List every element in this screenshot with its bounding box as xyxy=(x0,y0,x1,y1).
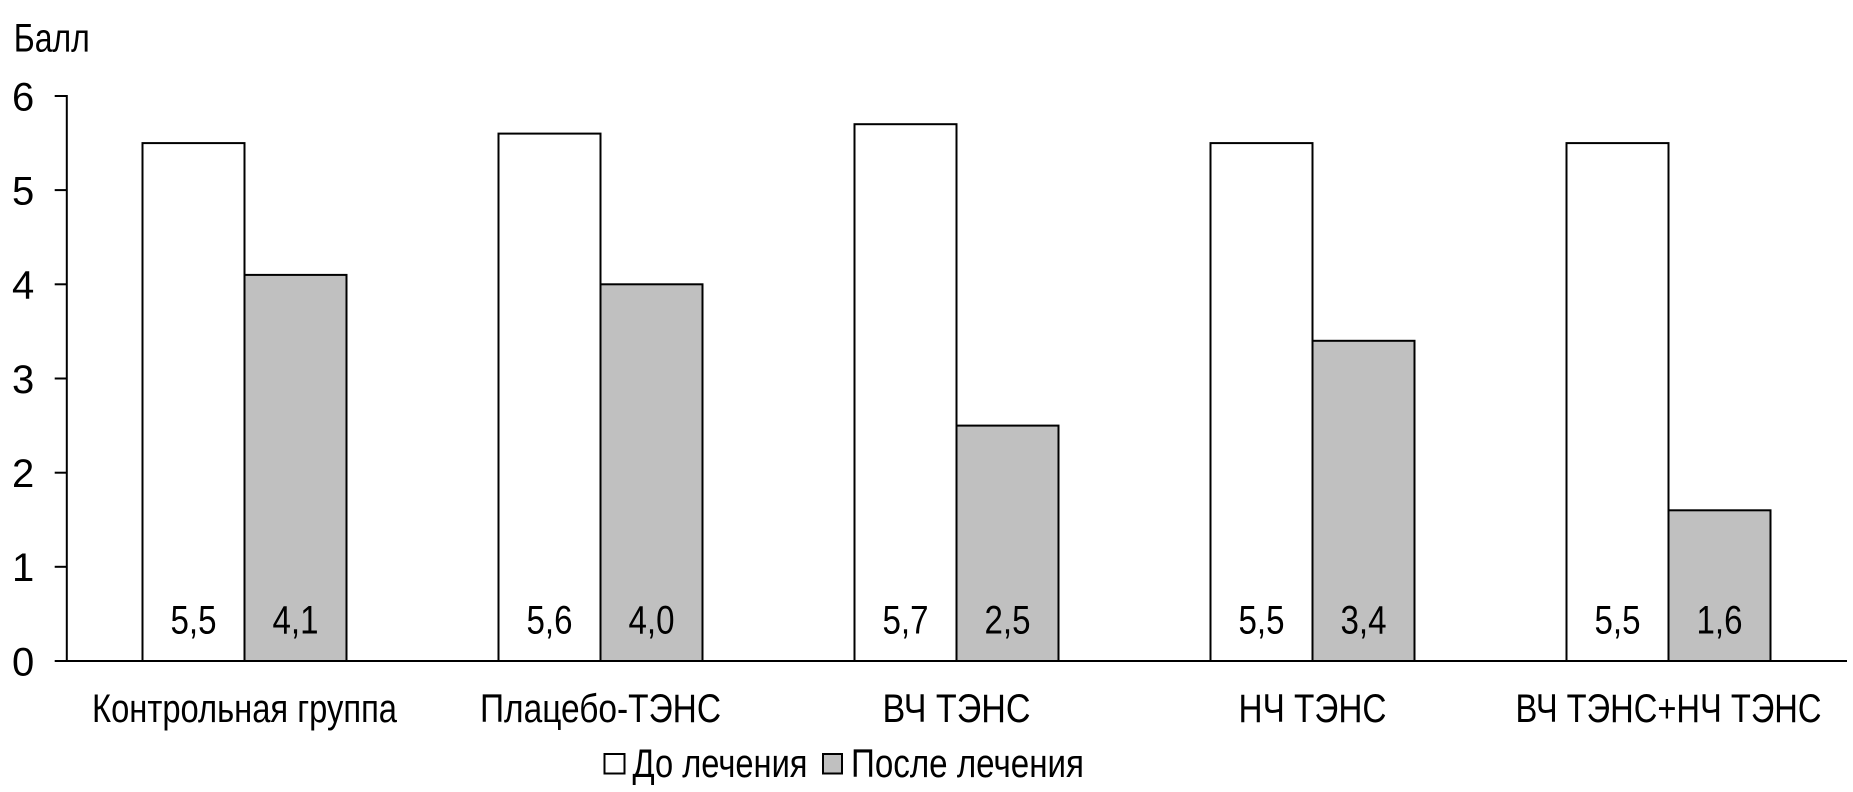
svg-text:5,5: 5,5 xyxy=(1595,598,1641,642)
svg-text:До лечения: До лечения xyxy=(633,742,808,786)
svg-text:ВЧ ТЭНС+НЧ ТЭНС: ВЧ ТЭНС+НЧ ТЭНС xyxy=(1516,687,1822,731)
svg-text:1,6: 1,6 xyxy=(1697,598,1743,642)
svg-text:6: 6 xyxy=(12,75,34,119)
svg-text:3: 3 xyxy=(12,358,34,402)
svg-text:2: 2 xyxy=(12,452,34,496)
svg-text:3,4: 3,4 xyxy=(1341,598,1387,642)
svg-text:0: 0 xyxy=(12,640,34,684)
svg-text:После лечения: После лечения xyxy=(851,742,1084,786)
svg-text:4,1: 4,1 xyxy=(273,598,319,642)
svg-text:1: 1 xyxy=(12,546,34,590)
svg-text:Балл: Балл xyxy=(14,17,90,61)
svg-text:5,6: 5,6 xyxy=(527,598,573,642)
svg-text:Контрольная группа: Контрольная группа xyxy=(92,687,398,731)
svg-text:4: 4 xyxy=(12,264,34,308)
svg-text:5,5: 5,5 xyxy=(171,598,217,642)
svg-text:ВЧ ТЭНС: ВЧ ТЭНС xyxy=(883,687,1031,731)
svg-text:Плацебо-ТЭНС: Плацебо-ТЭНС xyxy=(480,687,721,731)
svg-text:5,7: 5,7 xyxy=(883,598,929,642)
svg-text:НЧ ТЭНС: НЧ ТЭНС xyxy=(1239,687,1387,731)
svg-text:5,5: 5,5 xyxy=(1239,598,1285,642)
svg-text:5: 5 xyxy=(12,169,34,213)
svg-text:2,5: 2,5 xyxy=(985,598,1031,642)
svg-text:4,0: 4,0 xyxy=(629,598,675,642)
